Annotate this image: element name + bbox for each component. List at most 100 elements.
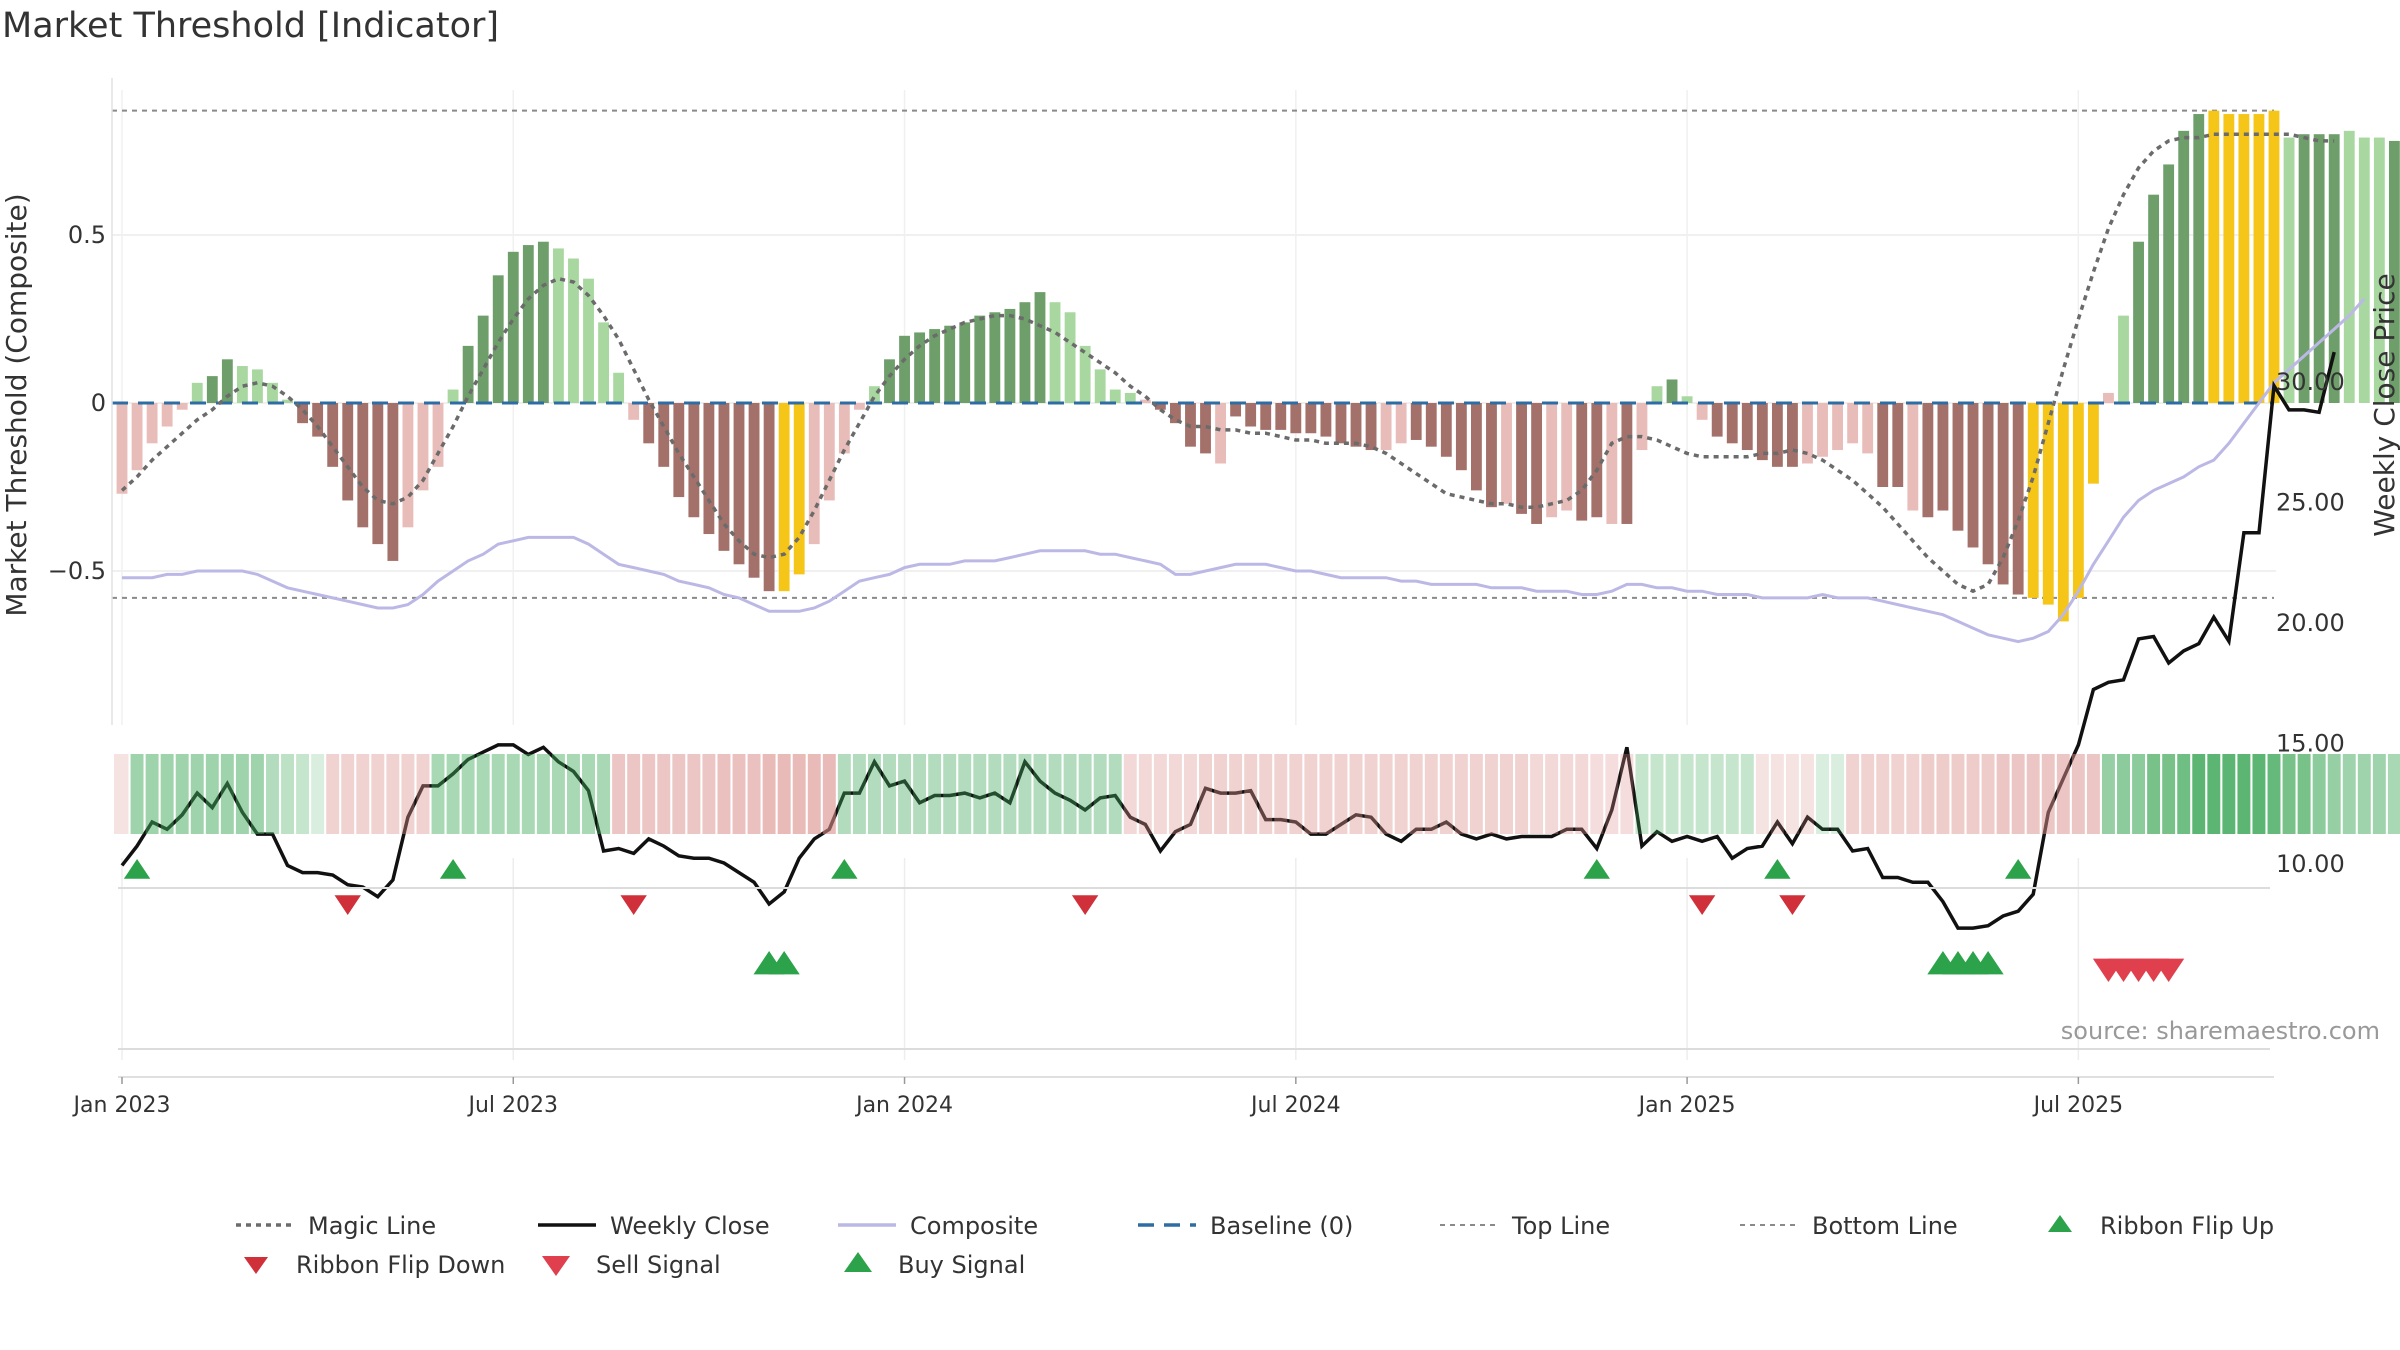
histogram-bar	[1576, 403, 1588, 521]
histogram-bar	[1335, 403, 1347, 444]
legend-item-top: Top Line	[1440, 1212, 1610, 1240]
histogram-bar	[598, 322, 609, 403]
ribbon-cell	[597, 754, 611, 834]
ribbon-cell	[235, 754, 249, 834]
left-axis-label: Market Threshold (Composite)	[0, 193, 33, 616]
histogram-bar	[1365, 403, 1377, 451]
ribbon-cell	[1861, 754, 1875, 834]
histogram-bar	[1907, 403, 1919, 511]
ribbon-cell	[1770, 754, 1784, 834]
histogram-bar	[959, 322, 971, 403]
histogram-bar	[1215, 403, 1226, 464]
ribbon-cell	[1560, 754, 1574, 834]
ribbon-cell	[1108, 754, 1122, 834]
ribbon-cell	[867, 754, 881, 834]
ribbon-cell	[2101, 754, 2115, 834]
ribbon-cell	[1650, 754, 1664, 834]
histogram-bar	[1997, 403, 2009, 585]
histogram-bar	[1847, 403, 1859, 444]
histogram-bar	[989, 312, 1001, 403]
ribbon-cell	[2267, 754, 2281, 834]
ribbon-cell	[1605, 754, 1619, 834]
ribbon-cell	[2312, 754, 2326, 834]
histogram-bar	[733, 403, 745, 565]
ribbon-cell	[747, 754, 761, 834]
ribbon-cell	[852, 754, 866, 834]
buy-signal-marker	[1972, 951, 2004, 975]
histogram-bars	[112, 110, 2400, 622]
ribbon-cell	[717, 754, 731, 834]
chart-title: Market Threshold [Indicator]	[2, 6, 500, 46]
histogram-bar	[1034, 292, 1046, 403]
histogram-bar	[2358, 137, 2370, 403]
legend-swatch-flip-down	[244, 1257, 268, 1274]
histogram-bar	[1049, 302, 1061, 403]
histogram-bar	[1440, 403, 1452, 457]
ribbon-cell	[582, 754, 595, 834]
legend-item-bottom: Bottom Line	[1740, 1212, 1958, 1240]
legend-label: Composite	[910, 1212, 1038, 1240]
ribbon-cell	[476, 754, 490, 834]
ribbon-cell	[792, 754, 806, 834]
histogram-bar	[1771, 403, 1783, 467]
histogram-bar	[838, 403, 850, 454]
histogram-bar	[1741, 403, 1753, 451]
histogram-bar	[327, 403, 339, 467]
ribbon-flip-up-marker	[439, 859, 467, 879]
histogram-bar	[522, 245, 534, 403]
ribbon-cell	[2147, 754, 2161, 834]
legend-swatch-buy	[844, 1252, 872, 1272]
histogram-bar	[899, 335, 910, 403]
histogram-bar	[748, 403, 760, 578]
ribbon-flip-up-marker	[123, 859, 151, 879]
ribbon-cell	[1710, 754, 1724, 834]
ribbon-cell	[1364, 754, 1378, 834]
ribbon-cell	[1680, 754, 1694, 834]
histogram-bar	[252, 369, 263, 403]
histogram-bar	[116, 403, 128, 494]
ribbon-cell	[702, 754, 716, 834]
composite-line	[122, 297, 2366, 644]
ribbon-cell	[491, 754, 505, 834]
histogram-bar	[477, 315, 489, 403]
ribbon-cell	[2041, 754, 2055, 834]
ribbon-cell	[2117, 754, 2130, 834]
histogram-bar	[221, 359, 233, 403]
ribbon-cell	[1394, 754, 1408, 834]
ribbon-cell	[1424, 754, 1438, 834]
histogram-bar	[2343, 130, 2355, 403]
legend-item-baseline: Baseline (0)	[1138, 1212, 1353, 1240]
legend-label: Sell Signal	[596, 1251, 721, 1279]
legend-item-close: Weekly Close	[538, 1212, 770, 1240]
ribbon-cell	[1184, 754, 1197, 834]
ribbon-cell	[1289, 754, 1303, 834]
ribbon-cell	[1439, 754, 1453, 834]
histogram-bar	[869, 386, 880, 403]
histogram-bar	[1395, 403, 1407, 444]
histogram-bar	[372, 403, 384, 545]
histogram-bar	[2328, 134, 2340, 403]
right-tick-label: 30.00	[2276, 368, 2345, 396]
histogram-bar	[1561, 403, 1573, 511]
histogram-bar	[1952, 403, 1964, 531]
ribbon-flip-up-marker	[1764, 859, 1791, 879]
histogram-bar	[1501, 403, 1512, 504]
ribbon-cell	[356, 754, 370, 834]
histogram-bar	[146, 403, 158, 444]
histogram-bar	[131, 403, 143, 471]
histogram-bar	[703, 403, 715, 535]
x-tick-label: Jul 2023	[467, 1093, 559, 1118]
histogram-bar	[1651, 386, 1663, 403]
ribbon-cell	[1816, 754, 1829, 834]
ribbon-cell	[1740, 754, 1754, 834]
histogram-bar	[2057, 403, 2069, 622]
axes: 0.5 0 −0.5 30.00 25.00 20.00 15.00 10.00	[48, 78, 2345, 878]
histogram-bar	[1425, 403, 1437, 447]
ribbon-cell	[1665, 754, 1679, 834]
ribbon-cell	[2162, 754, 2176, 834]
ribbon-cell	[672, 754, 686, 834]
ribbon-cell	[446, 754, 460, 834]
ribbon-cell	[1484, 754, 1498, 834]
ribbon-cell	[1590, 754, 1604, 834]
